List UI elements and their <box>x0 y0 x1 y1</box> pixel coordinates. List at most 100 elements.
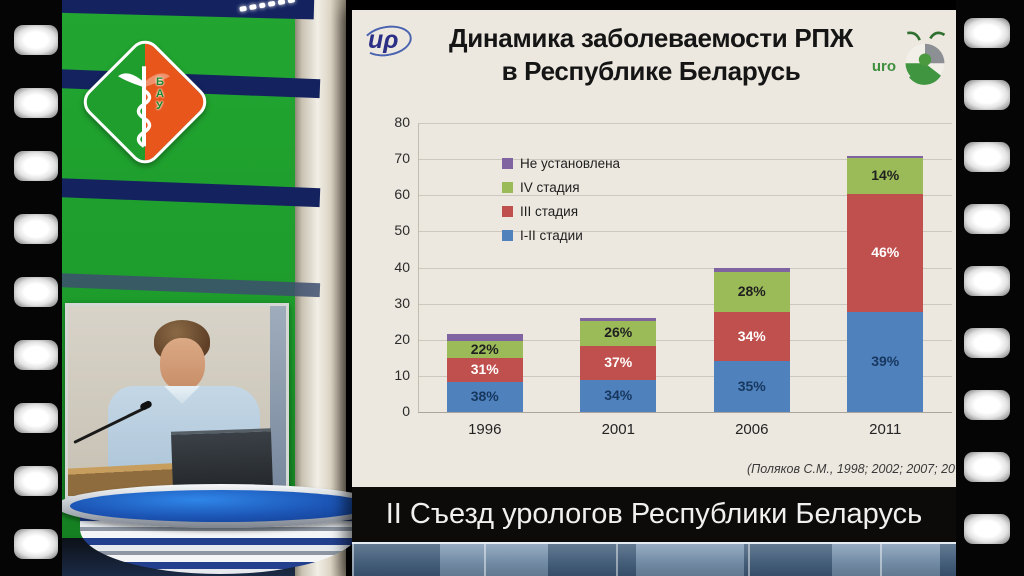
legend-swatch <box>502 182 513 193</box>
grid-line <box>418 303 952 305</box>
y-tick-label: 40 <box>394 258 410 275</box>
grid-line <box>418 231 952 233</box>
presenter-face <box>160 338 205 390</box>
grid-line <box>418 159 952 161</box>
film-hole <box>964 514 1010 544</box>
slide-title-line1: Динамика заболеваемости РПЖ <box>448 23 854 53</box>
x-axis-line <box>418 412 952 413</box>
film-hole <box>14 466 58 496</box>
presentation-slide: uρ Динамика заболеваемости РПЖ в Республ… <box>352 10 956 576</box>
x-tick-label: 2001 <box>601 421 635 438</box>
y-tick-label: 70 <box>394 150 410 167</box>
bar-label: 39% <box>871 352 900 369</box>
banner-text: II Съезд урологов Республики Беларусь <box>385 498 923 530</box>
congress-banner: II Съезд урологов Республики Беларусь <box>352 487 956 542</box>
bar-segment: 34% <box>713 312 790 362</box>
chart-legend: Не установлена IV стадия III стадия I-II ст… <box>502 156 620 252</box>
caduceus-icon <box>118 66 170 148</box>
y-tick-label: 20 <box>394 330 410 347</box>
film-hole <box>964 452 1010 482</box>
legend-item: I-II стадии <box>502 228 620 243</box>
film-hole <box>14 340 58 370</box>
uro-logo: uro <box>872 26 952 88</box>
bar-segment: 34% <box>580 380 657 412</box>
bar-segment <box>580 318 657 321</box>
y-tick-label: 30 <box>394 294 410 311</box>
news-desk <box>56 484 386 576</box>
x-tick-label: 1996 <box>468 421 502 438</box>
chart-plot: 0 10 20 30 40 50 60 70 80 38% 31% 22% 1996 34% 37% 26% 2… <box>394 114 952 438</box>
studio-floor-strip <box>352 542 956 576</box>
bar-segment <box>847 155 924 159</box>
x-tick-label: 2011 <box>869 421 902 438</box>
film-hole <box>964 390 1010 420</box>
legend-item: Не установлена <box>502 156 620 171</box>
bar-segment: 38% <box>446 382 523 412</box>
legend-swatch <box>502 230 513 241</box>
y-tick-label: 10 <box>394 366 410 383</box>
grid-line <box>418 375 952 377</box>
presenter-video <box>65 303 289 499</box>
bar-label: 31% <box>470 361 499 378</box>
film-hole <box>14 25 58 55</box>
bar-segment: 22% <box>446 341 523 359</box>
video-wall <box>270 306 286 496</box>
legend-label: III стадия <box>520 204 579 219</box>
legend-swatch <box>502 158 513 169</box>
y-tick-label: 0 <box>402 403 410 419</box>
bar-label: 38% <box>470 388 499 405</box>
citation-text: (Поляков С.М., 1998; 2002; 2007; 20 <box>747 462 955 476</box>
grid-line <box>418 267 952 269</box>
bar-label: 34% <box>737 327 766 344</box>
y-tick-label: 50 <box>394 222 410 239</box>
up-logo: uρ <box>359 21 418 61</box>
bar-segment <box>713 267 790 272</box>
film-hole <box>14 214 58 244</box>
slide-title-line2: в Республике Беларусь <box>501 56 801 86</box>
bar-segment: 31% <box>446 358 523 383</box>
film-strip-left <box>0 0 62 576</box>
film-hole <box>964 266 1010 296</box>
y-tick-label: 60 <box>394 186 410 203</box>
grid-line <box>418 195 952 197</box>
bar-label: 37% <box>604 353 633 370</box>
bar-segment <box>446 334 523 342</box>
grid-line <box>418 123 952 124</box>
bar-segment: 37% <box>580 345 657 381</box>
legend-label: I-II стадии <box>520 228 583 243</box>
slide-title: Динамика заболеваемости РПЖ в Республике… <box>412 22 890 88</box>
legend-item: III стадия <box>502 204 620 219</box>
bar-label: 34% <box>604 387 633 404</box>
bar-segment: 14% <box>847 158 924 194</box>
bar-label: 28% <box>737 283 766 300</box>
legend-swatch <box>502 206 513 217</box>
x-tick-label: 2006 <box>735 421 769 438</box>
film-hole <box>14 88 58 118</box>
legend-item: IV стадия <box>502 180 620 195</box>
studio-stripe <box>49 272 321 298</box>
bar-label: 14% <box>871 166 900 183</box>
grid-line <box>418 339 952 341</box>
film-hole <box>964 18 1010 48</box>
bar-label: 26% <box>604 324 633 341</box>
bar-label: 35% <box>737 377 766 394</box>
film-hole <box>14 277 58 307</box>
uro-bug-icon <box>905 31 946 85</box>
bar-segment: 28% <box>713 271 790 313</box>
film-hole <box>14 403 58 433</box>
bar-segment: 46% <box>847 193 924 312</box>
bar-segment: 26% <box>580 320 657 346</box>
legend-label: IV стадия <box>520 180 580 195</box>
slide-content: uρ Динамика заболеваемости РПЖ в Республ… <box>352 10 956 487</box>
bar-segment: 35% <box>713 361 790 412</box>
legend-label: Не установлена <box>520 156 621 171</box>
film-hole <box>964 204 1010 234</box>
film-hole <box>14 529 58 559</box>
film-hole <box>964 142 1010 172</box>
up-logo-text: uρ <box>368 26 399 54</box>
bar-label: 46% <box>871 243 900 260</box>
film-hole <box>964 80 1010 110</box>
